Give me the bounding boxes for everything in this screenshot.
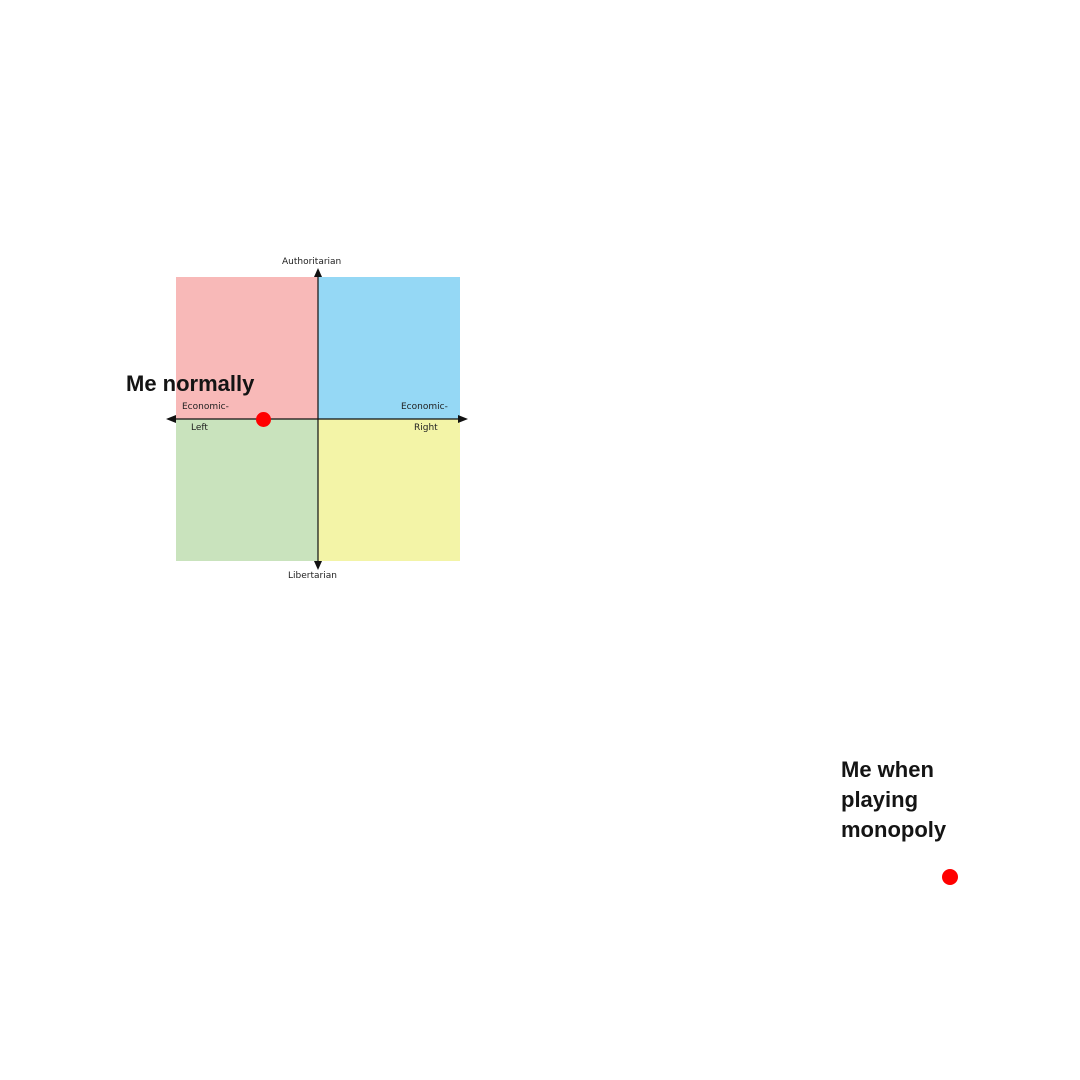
arrow-right-icon: [458, 415, 468, 423]
axis-label-economic-right-line2: Right: [414, 423, 438, 433]
quadrant-authoritarian-left: [176, 277, 318, 419]
caption-monopoly-line3: monopoly: [841, 817, 947, 842]
arrow-down-icon: [314, 561, 322, 570]
axis-label-economic-right-line1: Economic-: [401, 402, 448, 412]
caption-me-normally: Me normally: [126, 371, 255, 396]
arrow-left-icon: [166, 415, 176, 423]
quadrant-libertarian-left: [176, 419, 318, 561]
axis-label-economic-left-line1: Economic-: [182, 402, 229, 412]
arrow-up-icon: [314, 268, 322, 277]
marker-dot-monopoly: [942, 869, 958, 885]
quadrant-libertarian-right: [318, 419, 460, 561]
quadrant-authoritarian-right: [318, 277, 460, 419]
axis-label-authoritarian: Authoritarian: [282, 257, 342, 267]
axis-label-libertarian: Libertarian: [288, 571, 337, 581]
marker-dot-normal: [256, 412, 271, 427]
axis-label-economic-left-line2: Left: [191, 423, 208, 433]
caption-monopoly-line1: Me when: [841, 757, 934, 782]
caption-monopoly-line2: playing: [841, 787, 919, 812]
